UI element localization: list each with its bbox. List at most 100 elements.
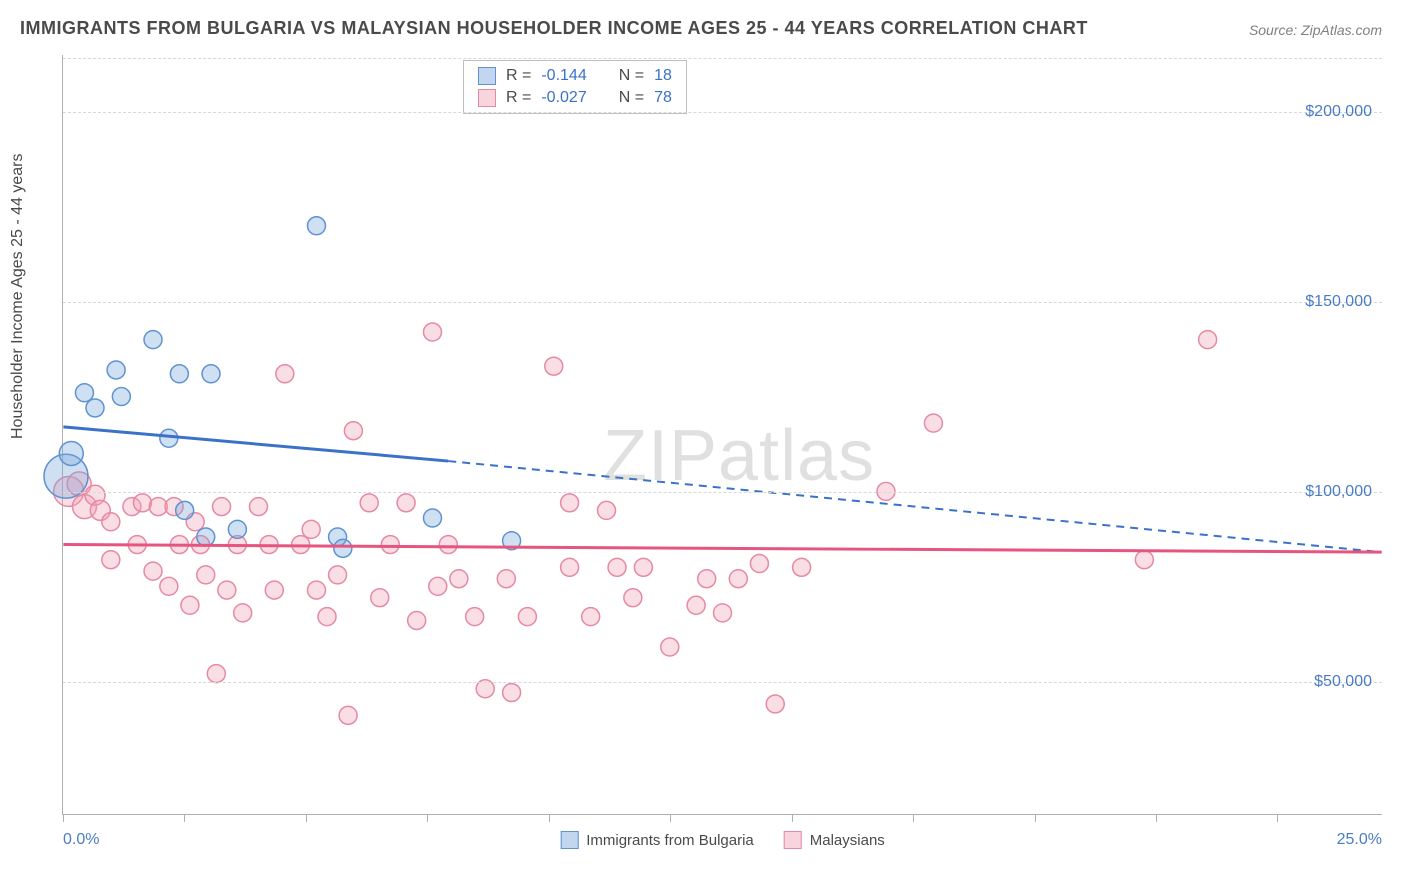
- y-axis-label: Householder Income Ages 25 - 44 years: [9, 154, 27, 440]
- source-attribution: Source: ZipAtlas.com: [1249, 22, 1382, 38]
- correlation-stats-box: R = -0.144 N = 18 R = -0.027 N = 78: [463, 60, 687, 114]
- stats-row-series-0: R = -0.144 N = 18: [478, 65, 672, 87]
- scatter-point: [582, 608, 600, 626]
- y-tick-label: $200,000: [1305, 103, 1372, 121]
- y-tick-label: $50,000: [1314, 673, 1372, 691]
- scatter-point: [197, 566, 215, 584]
- gridline: [63, 682, 1382, 683]
- chart-plot-area: ZIPatlas R = -0.144 N = 18 R = -0.027 N …: [62, 55, 1382, 815]
- scatter-point: [302, 520, 320, 538]
- scatter-point: [318, 608, 336, 626]
- scatter-point: [234, 604, 252, 622]
- x-tick: [63, 814, 64, 822]
- scatter-point: [170, 365, 188, 383]
- y-tick-label: $150,000: [1305, 293, 1372, 311]
- scatter-point: [608, 558, 626, 576]
- scatter-point: [329, 566, 347, 584]
- stats-r-value-0: -0.144: [541, 67, 586, 85]
- stats-swatch-blue: [478, 67, 496, 85]
- x-tick: [306, 814, 307, 822]
- scatter-point: [381, 536, 399, 554]
- stats-r-label: R =: [506, 89, 531, 107]
- x-tick: [913, 814, 914, 822]
- scatter-point: [265, 581, 283, 599]
- x-tick: [549, 814, 550, 822]
- gridline: [63, 302, 1382, 303]
- scatter-point: [750, 555, 768, 573]
- scatter-point: [371, 589, 389, 607]
- stats-n-label: N =: [619, 67, 644, 85]
- stats-row-series-1: R = -0.027 N = 78: [478, 87, 672, 109]
- x-tick: [792, 814, 793, 822]
- scatter-point: [714, 604, 732, 622]
- scatter-point: [59, 441, 83, 465]
- scatter-point: [561, 494, 579, 512]
- scatter-point: [218, 581, 236, 599]
- scatter-point: [249, 498, 267, 516]
- scatter-point: [561, 558, 579, 576]
- scatter-point: [102, 513, 120, 531]
- scatter-point: [497, 570, 515, 588]
- legend-label-0: Immigrants from Bulgaria: [586, 832, 754, 849]
- scatter-point: [1199, 331, 1217, 349]
- scatter-point: [307, 217, 325, 235]
- x-axis-min-label: 0.0%: [63, 831, 99, 849]
- scatter-point: [729, 570, 747, 588]
- scatter-point: [661, 638, 679, 656]
- scatter-point: [339, 706, 357, 724]
- legend-item-0: Immigrants from Bulgaria: [560, 831, 754, 849]
- scatter-point: [766, 695, 784, 713]
- x-tick: [1277, 814, 1278, 822]
- stats-n-value-0: 18: [654, 67, 672, 85]
- scatter-point: [75, 384, 93, 402]
- scatter-point: [207, 665, 225, 683]
- scatter-point: [344, 422, 362, 440]
- scatter-point: [429, 577, 447, 595]
- scatter-point: [144, 331, 162, 349]
- stats-swatch-pink: [478, 89, 496, 107]
- scatter-point: [102, 551, 120, 569]
- gridline: [63, 112, 1382, 113]
- scatter-point: [213, 498, 231, 516]
- scatter-point: [408, 611, 426, 629]
- scatter-point: [133, 494, 151, 512]
- y-tick-label: $100,000: [1305, 483, 1372, 501]
- legend-item-1: Malaysians: [784, 831, 885, 849]
- scatter-point: [924, 414, 942, 432]
- scatter-point: [793, 558, 811, 576]
- x-tick: [1156, 814, 1157, 822]
- scatter-point: [450, 570, 468, 588]
- scatter-point: [466, 608, 484, 626]
- scatter-point: [423, 323, 441, 341]
- scatter-point: [228, 520, 246, 538]
- scatter-svg: [63, 55, 1382, 814]
- scatter-point: [423, 509, 441, 527]
- scatter-point: [545, 357, 563, 375]
- scatter-point: [634, 558, 652, 576]
- x-tick: [670, 814, 671, 822]
- scatter-point: [397, 494, 415, 512]
- scatter-point: [503, 684, 521, 702]
- stats-n-value-1: 78: [654, 89, 672, 107]
- scatter-point: [334, 539, 352, 557]
- scatter-point: [518, 608, 536, 626]
- scatter-point: [698, 570, 716, 588]
- scatter-point: [687, 596, 705, 614]
- scatter-point: [144, 562, 162, 580]
- scatter-point: [112, 388, 130, 406]
- x-tick: [184, 814, 185, 822]
- scatter-point: [181, 596, 199, 614]
- scatter-point: [307, 581, 325, 599]
- scatter-point: [1135, 551, 1153, 569]
- trend-line: [63, 427, 448, 461]
- bottom-legend: Immigrants from Bulgaria Malaysians: [560, 831, 885, 849]
- scatter-point: [202, 365, 220, 383]
- scatter-point: [86, 399, 104, 417]
- scatter-point: [624, 589, 642, 607]
- scatter-point: [160, 577, 178, 595]
- gridline: [63, 492, 1382, 493]
- legend-swatch-pink: [784, 831, 802, 849]
- scatter-point: [276, 365, 294, 383]
- stats-n-label: N =: [619, 89, 644, 107]
- x-tick: [427, 814, 428, 822]
